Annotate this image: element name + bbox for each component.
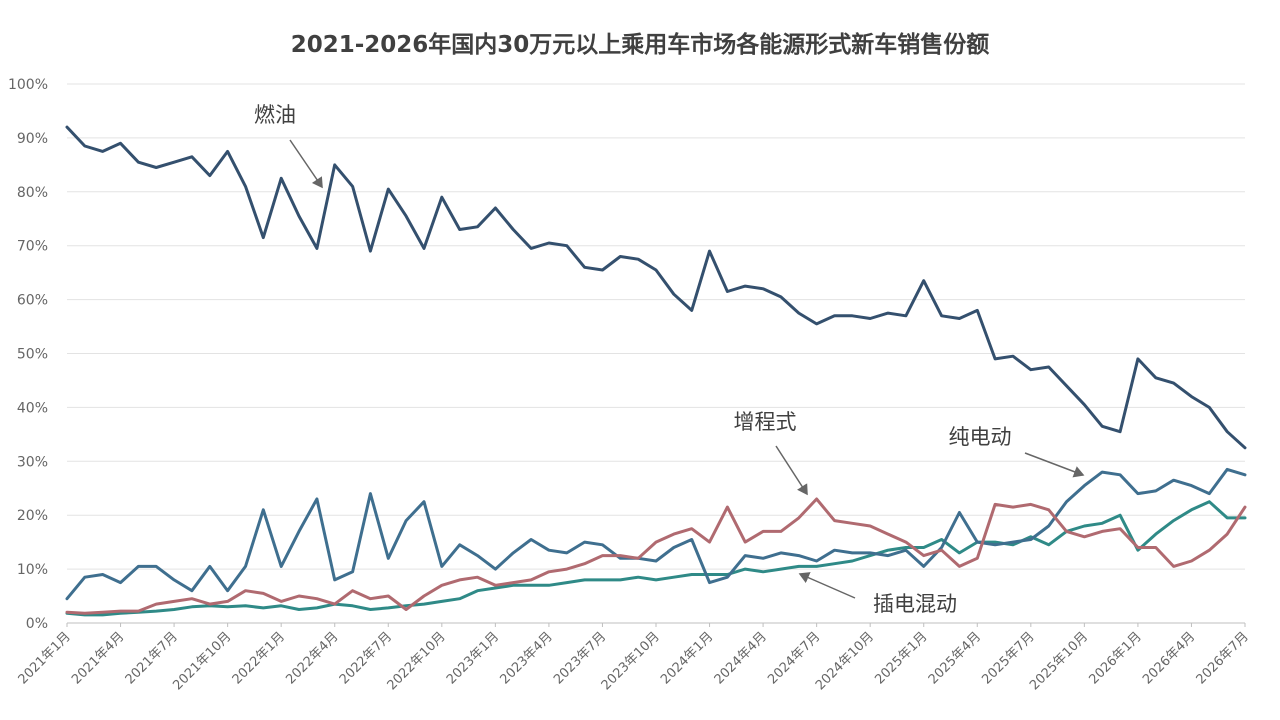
annotation-arrow-erev bbox=[775, 445, 808, 496]
chart-title: 2021-2026年国内30万元以上乘用车市场各能源形式新车销售份额 bbox=[291, 31, 990, 58]
annotation-arrow-bev bbox=[1024, 452, 1085, 478]
annotation-fuel: 燃油 bbox=[254, 103, 296, 127]
series-line-bev bbox=[65, 467, 1247, 601]
series-line-phev bbox=[65, 500, 1247, 617]
annotation-erev: 增程式 bbox=[734, 410, 797, 434]
x-tick-label: 2023年10月 bbox=[599, 629, 663, 693]
annotation-bev: 纯电动 bbox=[949, 425, 1012, 449]
series-lines bbox=[65, 125, 1247, 617]
x-tick-label: 2022年7月 bbox=[337, 629, 395, 687]
y-tick-label: 50% bbox=[17, 347, 48, 363]
x-tick-label: 2021年10月 bbox=[170, 629, 234, 693]
x-tick-label: 2024年10月 bbox=[813, 629, 877, 693]
series-line-erev bbox=[65, 497, 1247, 615]
x-tick-label: 2021年7月 bbox=[123, 629, 181, 687]
x-tick-label: 2023年4月 bbox=[498, 629, 556, 687]
annotation-phev: 插电混动 bbox=[873, 592, 957, 616]
x-tick-label: 2022年10月 bbox=[385, 629, 449, 693]
x-tick-label: 2025年7月 bbox=[979, 629, 1037, 687]
x-tick-label: 2026年7月 bbox=[1194, 629, 1252, 687]
series-line-fuel bbox=[65, 125, 1247, 450]
y-tick-label: 60% bbox=[17, 293, 48, 309]
gridlines bbox=[67, 83, 1245, 624]
x-tick-label: 2024年7月 bbox=[765, 629, 823, 687]
x-tick-label: 2021年1月 bbox=[16, 629, 74, 687]
y-tick-label: 30% bbox=[17, 454, 48, 470]
y-tick-label: 0% bbox=[26, 616, 48, 632]
y-tick-label: 10% bbox=[17, 562, 48, 578]
y-tick-label: 20% bbox=[17, 508, 48, 524]
x-tick-label: 2023年1月 bbox=[444, 629, 502, 687]
y-tick-label: 90% bbox=[17, 131, 48, 147]
x-tick-label: 2022年4月 bbox=[283, 629, 341, 687]
x-axis-ticks: 2021年1月2021年4月2021年7月2021年10月2022年1月2022… bbox=[16, 623, 1252, 693]
x-tick-label: 2022年1月 bbox=[230, 629, 288, 687]
x-tick-label: 2023年7月 bbox=[551, 629, 609, 687]
x-tick-label: 2025年4月 bbox=[926, 629, 984, 687]
x-tick-label: 2021年4月 bbox=[69, 629, 127, 687]
x-tick-label: 2026年4月 bbox=[1140, 629, 1198, 687]
x-tick-label: 2024年4月 bbox=[712, 629, 770, 687]
y-tick-label: 40% bbox=[17, 400, 48, 416]
annotation-arrow-phev bbox=[798, 572, 856, 599]
x-tick-label: 2025年10月 bbox=[1027, 629, 1091, 693]
y-tick-label: 70% bbox=[17, 239, 48, 255]
y-tick-label: 80% bbox=[17, 185, 48, 201]
x-tick-label: 2025年1月 bbox=[872, 629, 930, 687]
x-tick-label: 2024年1月 bbox=[658, 629, 716, 687]
y-tick-label: 100% bbox=[8, 77, 48, 93]
y-axis-ticks: 0% 10% 20% 30% 40% 50% 60% 70% 80% 90% 100% bbox=[8, 77, 48, 632]
x-tick-label: 2026年1月 bbox=[1087, 629, 1145, 687]
annotation-arrow-fuel bbox=[289, 139, 323, 189]
